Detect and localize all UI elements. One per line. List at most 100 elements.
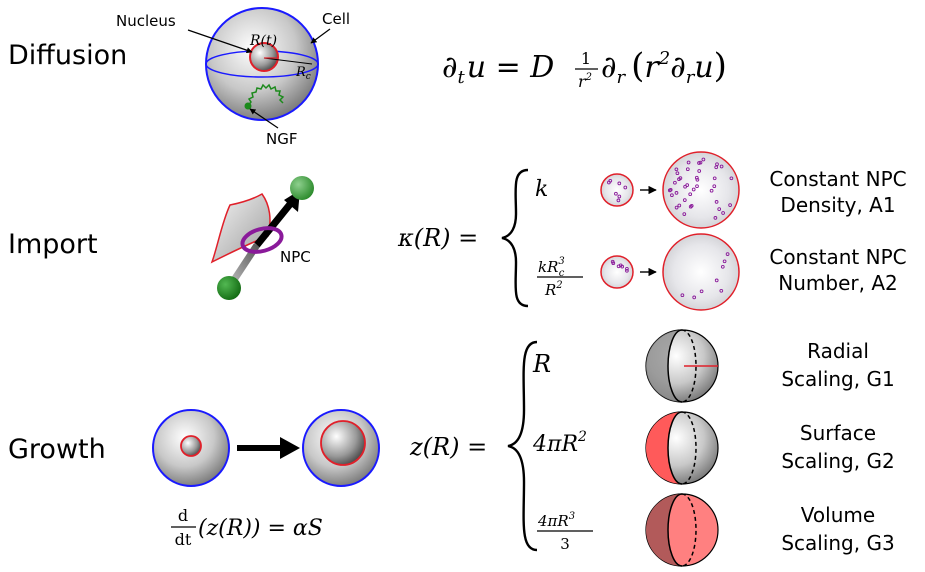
npc-dot [682, 212, 687, 216]
npc-dot [709, 188, 714, 193]
growth-arrow [237, 437, 300, 459]
npc-dot [685, 183, 690, 187]
ngf-inside-ball [290, 176, 314, 200]
npc-dot [719, 288, 724, 293]
a2-large-npc-dots [680, 252, 730, 300]
a2-desc-line1: Constant NPC [769, 245, 906, 269]
npc-dot [715, 162, 719, 167]
npc-dot [620, 264, 625, 269]
growth-ode-rest: (z(R)) = αS [198, 516, 323, 541]
g1-radial-sphere [645, 329, 719, 403]
npc-dot [694, 175, 699, 180]
npc-dot [677, 203, 682, 208]
g2-surface-sphere [645, 411, 719, 485]
g3-volume-sphere [645, 493, 719, 567]
npc-dot [689, 203, 694, 208]
npc-dot [623, 185, 628, 190]
npc-dot [695, 184, 699, 189]
npc-dot [720, 264, 725, 269]
cell-label: Cell [322, 10, 350, 28]
npc-dot [674, 191, 679, 195]
npc-dot [698, 160, 703, 165]
kappa-lhs: κ(R) = [397, 224, 478, 252]
npc-dot [712, 184, 717, 189]
growth-heading: Growth [8, 434, 106, 465]
npc-dot [674, 205, 679, 210]
diffusion-equation: ∂tu = D [442, 50, 554, 88]
kappa-brace [501, 168, 529, 308]
npc-dot [728, 203, 732, 207]
npc-dot [607, 180, 611, 185]
npc-dot [686, 160, 691, 165]
growth-after-cell [302, 409, 380, 487]
g1-desc-line2: Scaling, G1 [781, 367, 894, 391]
npc-ring [240, 226, 284, 254]
import-rod-upper [254, 200, 294, 248]
npc-dot [617, 194, 622, 199]
a2-large-disk [662, 233, 740, 311]
npc-dot [610, 259, 615, 264]
npc-dot [729, 176, 734, 181]
npc-dot [713, 216, 718, 220]
npc-dot [668, 187, 673, 192]
npc-dot [699, 289, 704, 294]
npc-dot [675, 171, 680, 176]
npc-dot [625, 266, 629, 271]
diffusion-equation-rhs: ∂r (r2∂ru) [601, 46, 727, 88]
g2-desc-line2: Scaling, G2 [781, 449, 894, 473]
npc-dot [697, 169, 702, 173]
npc-dot [719, 164, 724, 169]
g3-desc-line1: Volume [801, 503, 875, 527]
npc-dot [717, 207, 722, 211]
npc-dot [701, 157, 706, 162]
growth-before-cell [152, 409, 230, 487]
npc-dot [714, 278, 719, 283]
diffusion-frac-num: 1 [581, 49, 591, 68]
npc-label: NPC [280, 248, 311, 266]
ngf-particle [244, 102, 252, 110]
npc-dot [688, 192, 693, 197]
npc-dot [674, 167, 679, 172]
rc-label: Rc [295, 65, 311, 82]
diffusion-frac-den: r2 [578, 72, 592, 91]
z-lhs: z(R) = [409, 433, 487, 461]
npc-dot [670, 193, 674, 198]
z-case3-den: 3 [560, 535, 570, 553]
npc-dot [673, 180, 677, 185]
diffusion-heading: Diffusion [8, 40, 127, 71]
growth-ode-den: dt [175, 530, 192, 549]
npc-dot [616, 198, 621, 203]
npc-dot [677, 177, 681, 182]
cell-diagram [205, 7, 319, 121]
npc-dot [714, 200, 719, 204]
a1-desc-line2: Density, A1 [780, 193, 895, 217]
npc-dot [695, 177, 700, 182]
npc-dot [725, 252, 730, 256]
nucleus-pointer [187, 29, 253, 54]
z-case1-expr: R [532, 350, 551, 378]
npc-dot [680, 293, 685, 298]
a1-desc-line1: Constant NPC [769, 167, 906, 191]
npc-dot [712, 176, 717, 181]
kappa-case2-den: R2 [544, 280, 563, 299]
npc-dot [692, 295, 697, 300]
g3-desc-line2: Scaling, G3 [781, 531, 894, 555]
a2-desc-line2: Number, A2 [778, 271, 897, 295]
rc-radius-line [263, 57, 313, 65]
growth-ode-num: d [178, 506, 188, 525]
kappa-case1-expr: k [535, 177, 548, 202]
z-case3-num: 4πR3 [537, 511, 575, 530]
kappa-case2-num: kR3 c [538, 256, 565, 279]
z-case2-expr: 4πR2 [532, 429, 587, 457]
npc-dot [614, 191, 618, 196]
ngf-pointer [249, 108, 279, 129]
a2-small-npc-dots [610, 259, 629, 273]
nucleus-sphere [249, 42, 279, 72]
z-brace [507, 340, 538, 552]
npc-dot [625, 268, 629, 273]
g2-desc-line1: Surface [800, 421, 876, 445]
import-heading: Import [8, 229, 98, 260]
npc-dot [691, 187, 696, 192]
a1-large-npc-dots [667, 157, 734, 220]
